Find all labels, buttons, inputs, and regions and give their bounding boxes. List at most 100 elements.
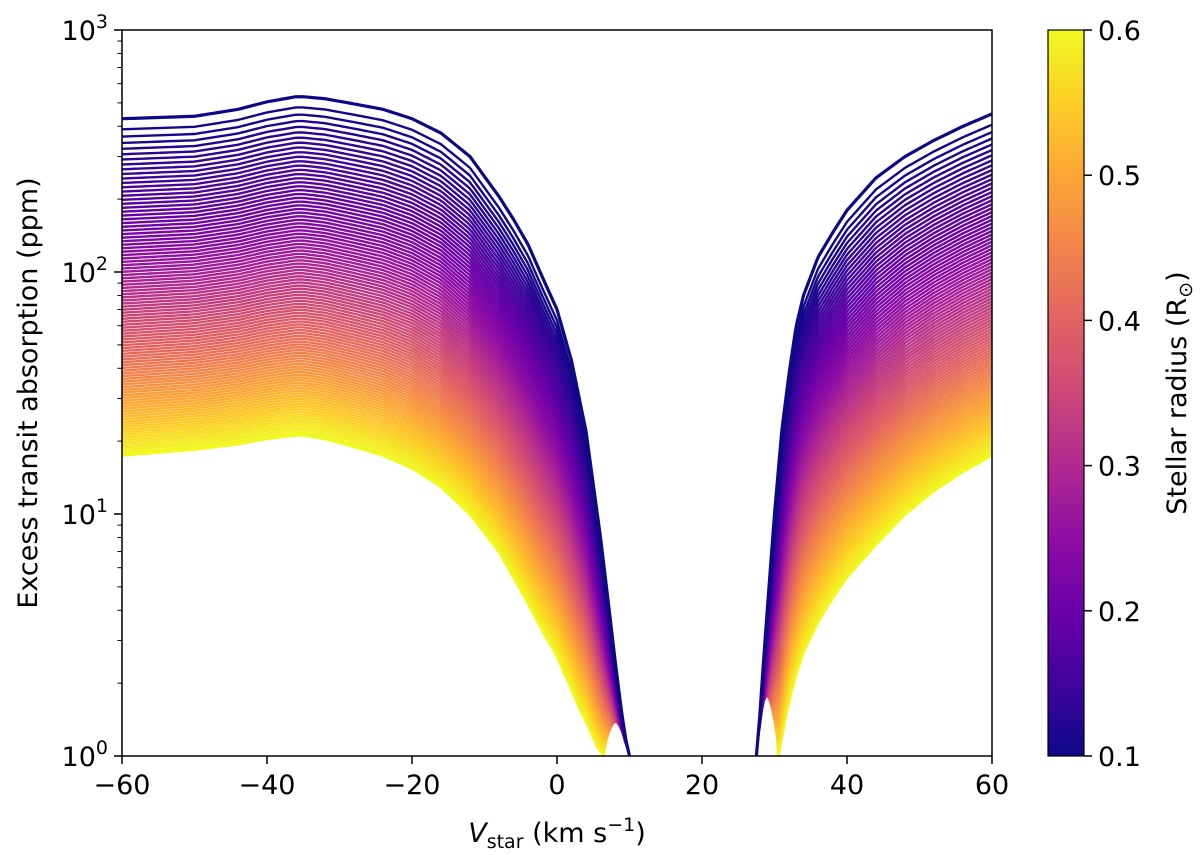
series-line-right (767, 330, 992, 699)
series-line-left (122, 326, 616, 724)
series-line-left (122, 348, 614, 727)
colorbar-tick-label: 0.2 (1098, 597, 1141, 628)
series-line-right (769, 359, 992, 705)
series-line-left (122, 308, 617, 724)
y-axis: 100 101 102 103 (62, 11, 122, 773)
series-line-left (122, 185, 627, 743)
series-line-left (122, 410, 608, 746)
series-line-left (122, 239, 623, 731)
series-line-left (122, 141, 629, 750)
series-line-left (122, 268, 621, 726)
series-line-left (122, 373, 611, 732)
y-tick-label: 100 (62, 737, 108, 773)
series-line-left (122, 365, 612, 730)
series-line-left (122, 317, 617, 724)
series-line-left (122, 379, 611, 734)
series-line-right (754, 112, 992, 756)
series-line-left (122, 323, 616, 724)
x-axis: −60 −40 −20 0 20 40 60 (94, 756, 1009, 801)
y-axis-label: Excess transit absorption (ppm) (13, 177, 44, 608)
series-line-left (122, 196, 626, 740)
series-line-right (770, 374, 992, 709)
series-line-left (122, 151, 629, 748)
series-line-left (122, 392, 610, 738)
series-line-left (122, 200, 626, 739)
series-line-right (770, 368, 992, 707)
series-line-left (122, 265, 621, 726)
series-line-left (122, 305, 618, 724)
series-line-left (122, 329, 616, 725)
series-line-right (772, 401, 992, 721)
series-line-left (122, 259, 622, 727)
series-line-left (122, 433, 606, 756)
series-line-left (122, 218, 625, 735)
series-line-left (122, 113, 631, 755)
series-line-left (122, 181, 627, 743)
series-line-left (122, 351, 614, 727)
series-line-left (122, 431, 606, 756)
series-line-left (122, 413, 608, 747)
colorbar (1047, 29, 1085, 757)
series-line-right (769, 365, 992, 706)
series-line-left (122, 229, 624, 733)
series-lines (122, 95, 992, 756)
colorbar-ticks: 0.1 0.2 0.3 0.4 0.5 0.6 (1084, 16, 1141, 773)
series-line-left (122, 246, 623, 730)
series-line-right (755, 130, 992, 752)
colorbar-tick-label: 0.6 (1098, 16, 1141, 47)
series-line-left (122, 225, 624, 733)
x-tick-label: 0 (548, 770, 565, 801)
x-tick-label: −60 (94, 770, 151, 801)
series-line-left (122, 168, 628, 745)
series-line-left (122, 232, 624, 732)
series-line-left (122, 346, 614, 726)
series-line-left (122, 314, 617, 724)
x-tick-label: 40 (830, 770, 864, 801)
series-line-right (771, 382, 992, 712)
series-line-right (755, 123, 992, 754)
colorbar-tick-label: 0.3 (1098, 452, 1141, 483)
series-line-right (768, 348, 992, 702)
series-line-left (122, 177, 627, 744)
series-line-left (122, 160, 628, 747)
y-tick-label: 103 (62, 11, 108, 47)
series-line-left (122, 155, 629, 748)
x-tick-label: −20 (384, 770, 441, 801)
x-tick-label: 20 (685, 770, 719, 801)
series-line-left (122, 402, 608, 742)
series-line-left (122, 368, 612, 731)
series-line-left (122, 418, 607, 749)
series-line-left (122, 408, 608, 745)
series-line-left (122, 106, 631, 756)
series-line-left (122, 189, 627, 742)
series-line-right (771, 387, 992, 715)
series-line-left (122, 211, 625, 736)
x-axis-label: Vstar (km s−1) (468, 814, 646, 853)
y-tick-label: 102 (62, 253, 108, 289)
series-line-right (771, 385, 992, 713)
colorbar-label: Stellar radius (R⊙) (1162, 271, 1197, 514)
series-line-right (767, 333, 992, 699)
series-line-left (122, 387, 610, 737)
series-line-left (122, 146, 629, 749)
series-line-right (770, 379, 992, 711)
series-line-left (122, 281, 620, 725)
series-line-left (122, 405, 608, 744)
series-line-left (122, 284, 619, 724)
colorbar-tick-label: 0.1 (1098, 742, 1141, 773)
series-line-right (768, 351, 992, 702)
series-line-left (122, 136, 630, 751)
x-tick-label: 60 (975, 770, 1009, 801)
series-line-left (122, 354, 613, 728)
series-line-left (122, 423, 607, 752)
series-line-left (122, 119, 630, 754)
series-line-left (122, 370, 612, 732)
series-line-left (122, 400, 609, 741)
series-line-right (767, 339, 992, 700)
series-line-left (122, 331, 615, 725)
series-line-right (770, 376, 992, 710)
series-line-left (122, 164, 628, 746)
series-line-left (122, 204, 626, 738)
series-line-left (122, 207, 625, 737)
